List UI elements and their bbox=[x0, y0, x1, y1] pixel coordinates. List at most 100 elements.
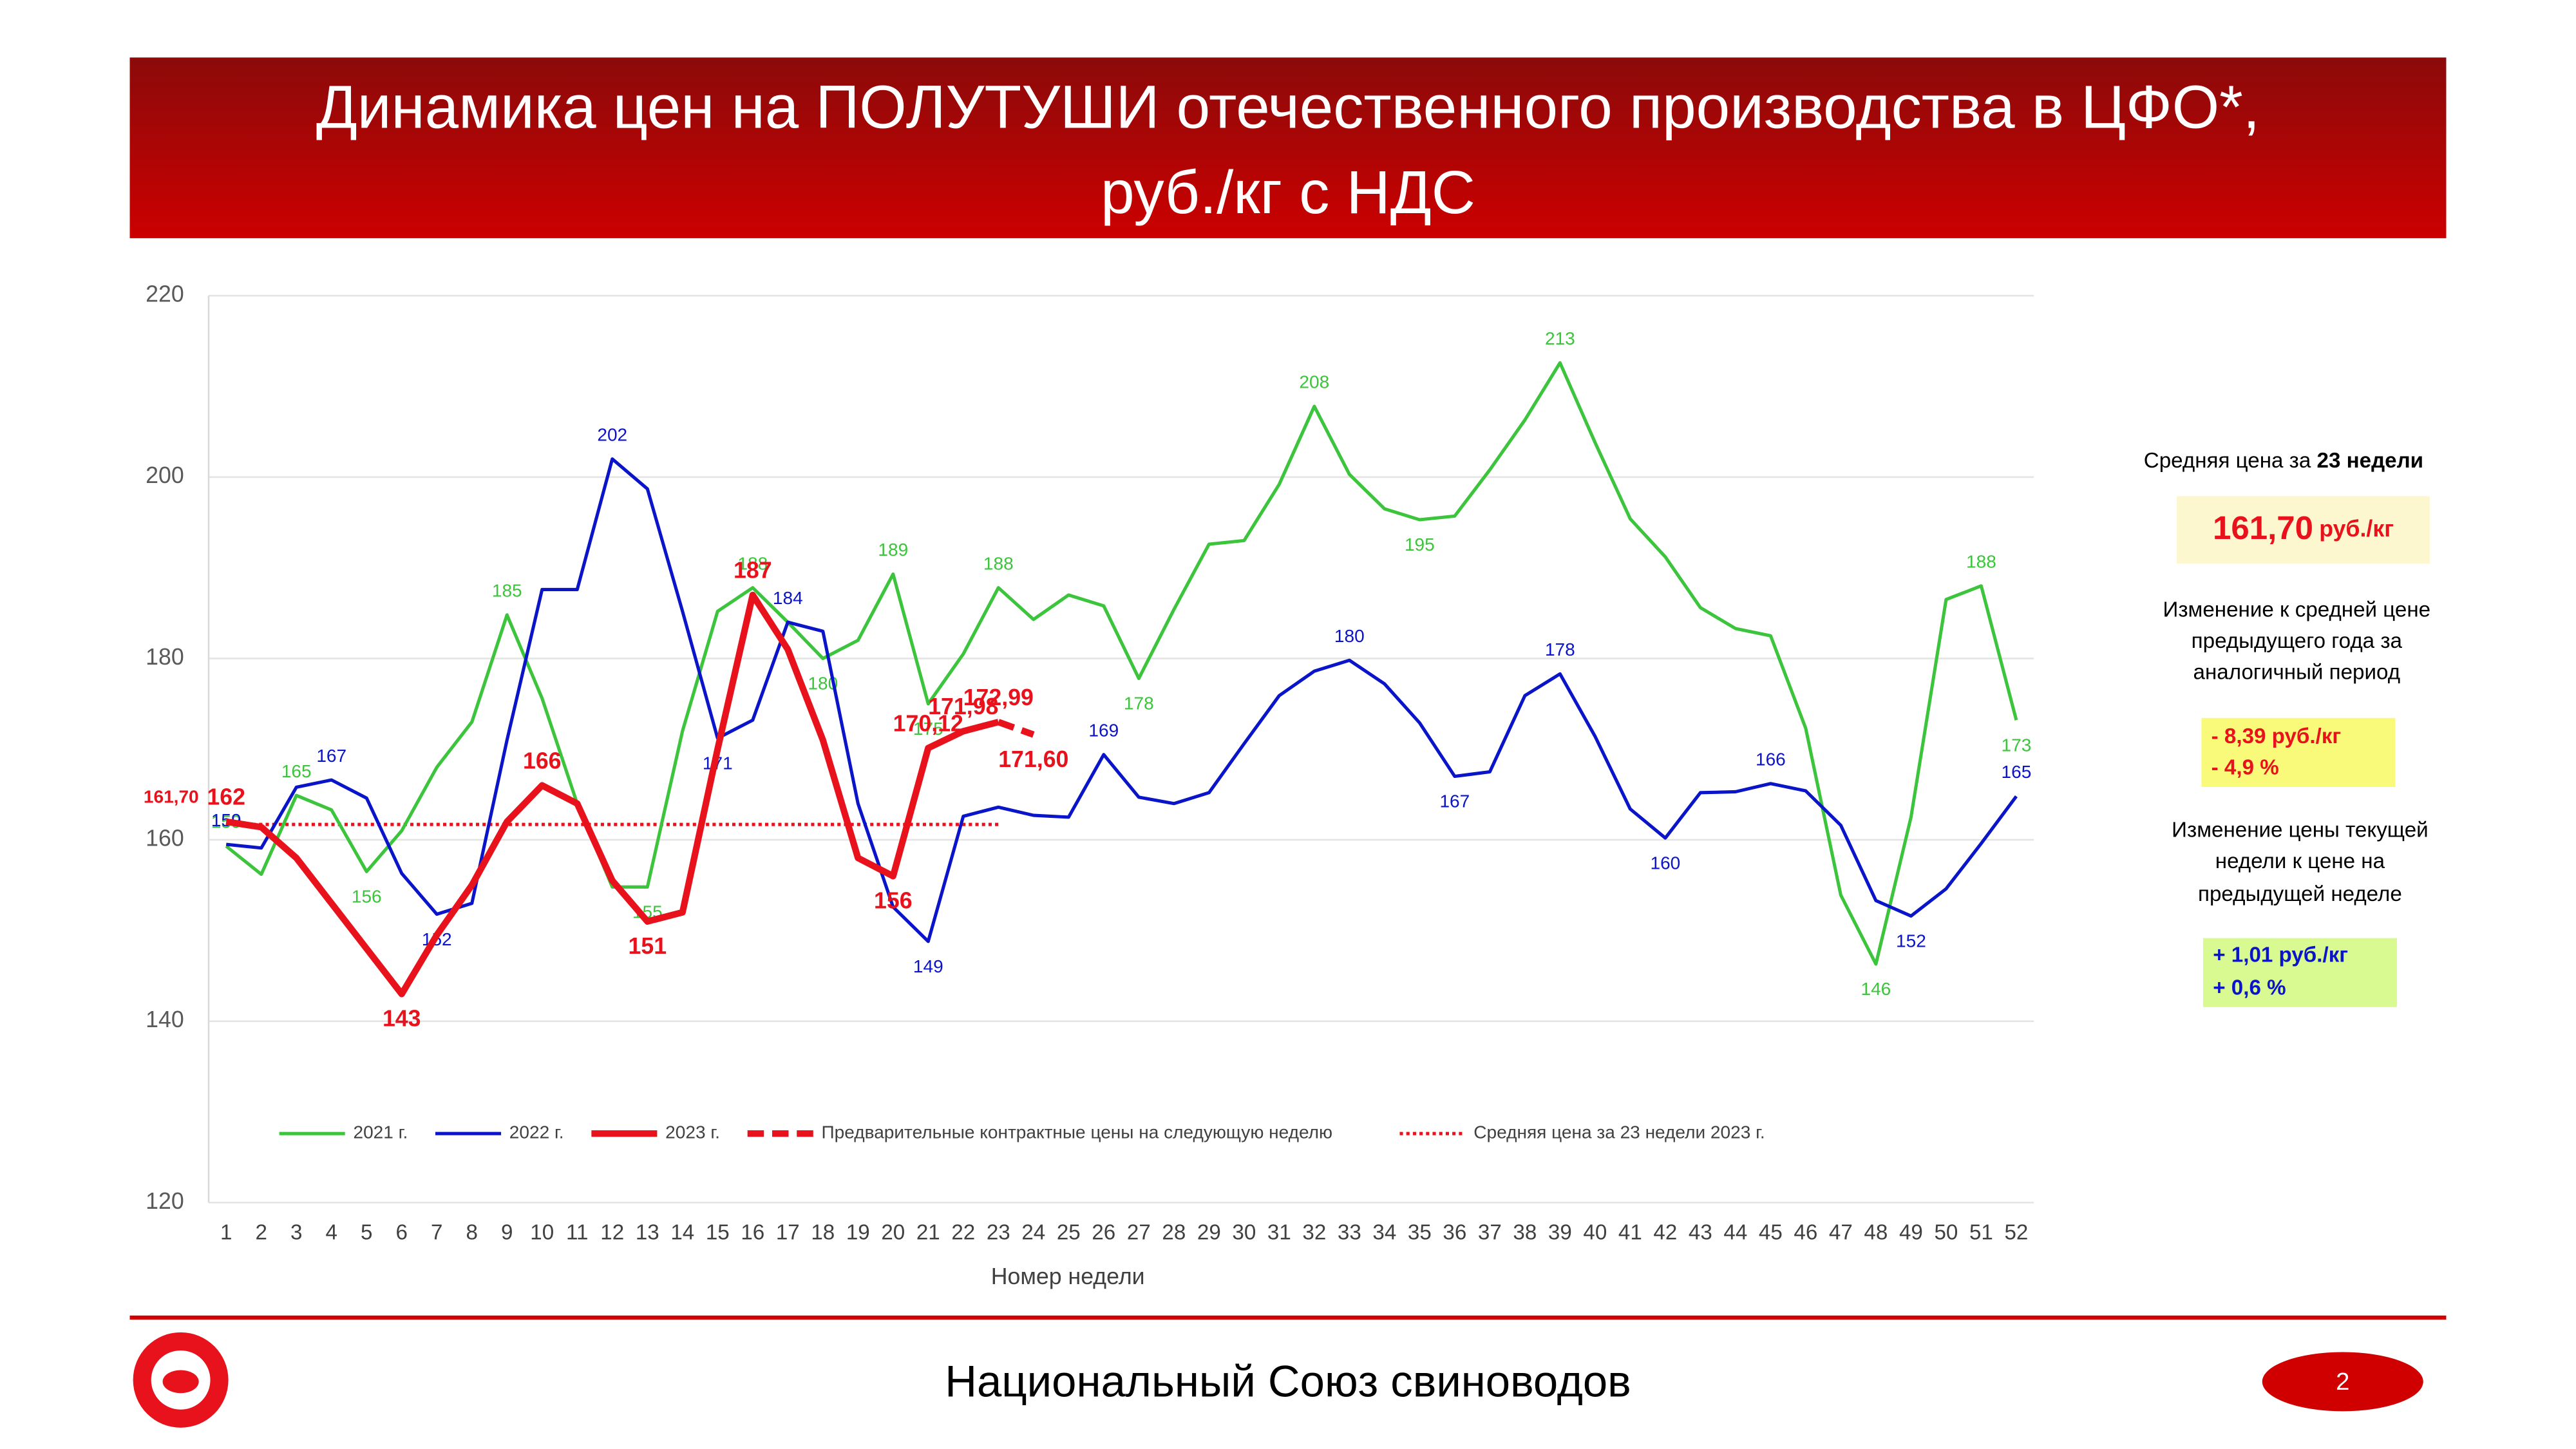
data-label: 171,98 bbox=[928, 694, 998, 719]
change-value: + 1,01 руб./кг bbox=[2213, 943, 2348, 967]
avg-value: 161,70 руб./кг bbox=[2213, 509, 2394, 546]
legend-label: 2023 г. bbox=[665, 1122, 720, 1142]
legend-label: Предварительные контрактные цены на след… bbox=[822, 1122, 1333, 1142]
x-tick-label: 21 bbox=[916, 1221, 940, 1245]
series-line bbox=[997, 719, 1035, 738]
x-tick-label: 43 bbox=[1689, 1221, 1712, 1245]
avg-title-text: Средняя цена за bbox=[2144, 449, 2311, 473]
text-line: предыдущего года за bbox=[2192, 629, 2403, 653]
x-tick-label: 32 bbox=[1302, 1221, 1326, 1245]
data-label: 188 bbox=[737, 553, 768, 573]
change-value: - 4,9 % bbox=[2211, 756, 2279, 780]
x-tick-label: 4 bbox=[326, 1221, 337, 1245]
data-label: 169 bbox=[1088, 720, 1119, 740]
series-line bbox=[225, 457, 2018, 943]
text-line: недели к цене на bbox=[2215, 849, 2385, 873]
data-label: 170,12 bbox=[893, 710, 963, 736]
avg-unit: руб./кг bbox=[2319, 516, 2394, 542]
x-tick-label: 37 bbox=[1478, 1221, 1502, 1245]
data-label: 195 bbox=[1405, 535, 1435, 554]
data-label: 202 bbox=[597, 424, 627, 444]
data-label: 167 bbox=[1439, 791, 1470, 811]
x-tick-label: 9 bbox=[501, 1221, 513, 1245]
data-label: 165 bbox=[2002, 762, 2032, 782]
x-tick-label: 13 bbox=[636, 1221, 659, 1245]
data-label: 171,60 bbox=[998, 746, 1068, 772]
avg-number: 161,70 bbox=[2213, 509, 2313, 546]
x-tick-label: 17 bbox=[776, 1221, 800, 1245]
data-label: 208 bbox=[1299, 372, 1329, 392]
data-label: 167 bbox=[316, 746, 346, 766]
data-label: 152 bbox=[1896, 931, 1926, 951]
x-tick-label: 22 bbox=[951, 1221, 975, 1245]
avg-title-bold: 23 недели bbox=[2317, 449, 2424, 473]
x-tick-label: 19 bbox=[846, 1221, 870, 1245]
x-tick-label: 34 bbox=[1372, 1221, 1396, 1245]
data-label: 162 bbox=[207, 784, 245, 810]
x-tick-label: 27 bbox=[1127, 1221, 1151, 1245]
x-tick-label: 11 bbox=[566, 1221, 588, 1245]
x-tick-label: 8 bbox=[466, 1221, 478, 1245]
footer-organization: Национальный Союз свиноводов bbox=[945, 1357, 1631, 1406]
data-label: 188 bbox=[1966, 551, 1996, 571]
data-label: 149 bbox=[913, 956, 943, 976]
x-tick-label: 7 bbox=[431, 1221, 442, 1245]
title: Динамика цен на ПОЛУТУШИ отечественного … bbox=[316, 73, 2260, 141]
change-value: - 8,39 руб./кг bbox=[2211, 724, 2342, 748]
x-tick-label: 45 bbox=[1759, 1221, 1783, 1245]
x-tick-label: 41 bbox=[1618, 1221, 1642, 1245]
data-label: 178 bbox=[1545, 639, 1575, 659]
x-tick-label: 5 bbox=[361, 1221, 372, 1245]
legend-label: 2022 г. bbox=[509, 1122, 564, 1142]
side-panel: Средняя цена за 23 недели 161,70 руб./кг… bbox=[2144, 449, 2430, 1007]
data-label: 188 bbox=[983, 553, 1014, 573]
x-tick-label: 2 bbox=[256, 1221, 267, 1245]
change-value: + 0,6 % bbox=[2213, 976, 2286, 999]
change-box bbox=[2201, 717, 2396, 787]
x-tick-label: 52 bbox=[2004, 1221, 2028, 1245]
data-label: 151 bbox=[628, 933, 667, 959]
avg-title: Средняя цена за 23 недели bbox=[2144, 449, 2423, 473]
x-tick-label: 28 bbox=[1162, 1221, 1186, 1245]
x-tick-label: 16 bbox=[741, 1221, 764, 1245]
x-tick-label: 24 bbox=[1021, 1221, 1045, 1245]
x-tick-label: 39 bbox=[1548, 1221, 1572, 1245]
data-label: 146 bbox=[1861, 979, 1891, 999]
x-tick-label: 46 bbox=[1794, 1221, 1817, 1245]
header-band bbox=[129, 57, 2447, 238]
x-tick-label: 6 bbox=[396, 1221, 408, 1245]
data-label: 178 bbox=[1124, 694, 1154, 714]
x-tick-label: 23 bbox=[987, 1221, 1010, 1245]
x-tick-label: 49 bbox=[1899, 1221, 1923, 1245]
data-label: 143 bbox=[383, 1006, 421, 1032]
data-label: 185 bbox=[492, 581, 522, 601]
x-tick-label: 44 bbox=[1723, 1221, 1747, 1245]
page-number: 2 bbox=[2336, 1368, 2349, 1396]
data-label: 189 bbox=[878, 540, 908, 560]
x-tick-label: 42 bbox=[1653, 1221, 1677, 1245]
x-tick-label: 25 bbox=[1057, 1221, 1081, 1245]
x-tick-label: 51 bbox=[1969, 1221, 1993, 1245]
legend-label: 2021 г. bbox=[353, 1122, 408, 1142]
avg-box bbox=[2177, 496, 2430, 564]
x-tick-label: 40 bbox=[1583, 1221, 1607, 1245]
x-tick-label: 35 bbox=[1408, 1221, 1432, 1245]
y-tick-label: 160 bbox=[146, 826, 184, 851]
x-tick-label: 3 bbox=[290, 1221, 302, 1245]
x-tick-label: 30 bbox=[1232, 1221, 1256, 1245]
page-badge bbox=[2262, 1352, 2423, 1412]
x-tick-label: 12 bbox=[600, 1221, 624, 1245]
text-line: аналогичный период bbox=[2193, 661, 2401, 685]
series-line bbox=[225, 361, 2018, 966]
series-line bbox=[225, 591, 999, 998]
text-line: Изменение цены текущей bbox=[2172, 819, 2429, 842]
data-label: 156 bbox=[874, 888, 913, 914]
data-label: 173 bbox=[2002, 735, 2032, 755]
x-tick-label: 26 bbox=[1092, 1221, 1115, 1245]
legend-label: Средняя цена за 23 недели 2023 г. bbox=[1473, 1122, 1765, 1142]
data-label: 180 bbox=[1334, 626, 1365, 646]
data-label: 175 bbox=[913, 719, 943, 739]
x-tick-label: 10 bbox=[530, 1221, 554, 1245]
data-label: 172,99 bbox=[963, 685, 1034, 710]
